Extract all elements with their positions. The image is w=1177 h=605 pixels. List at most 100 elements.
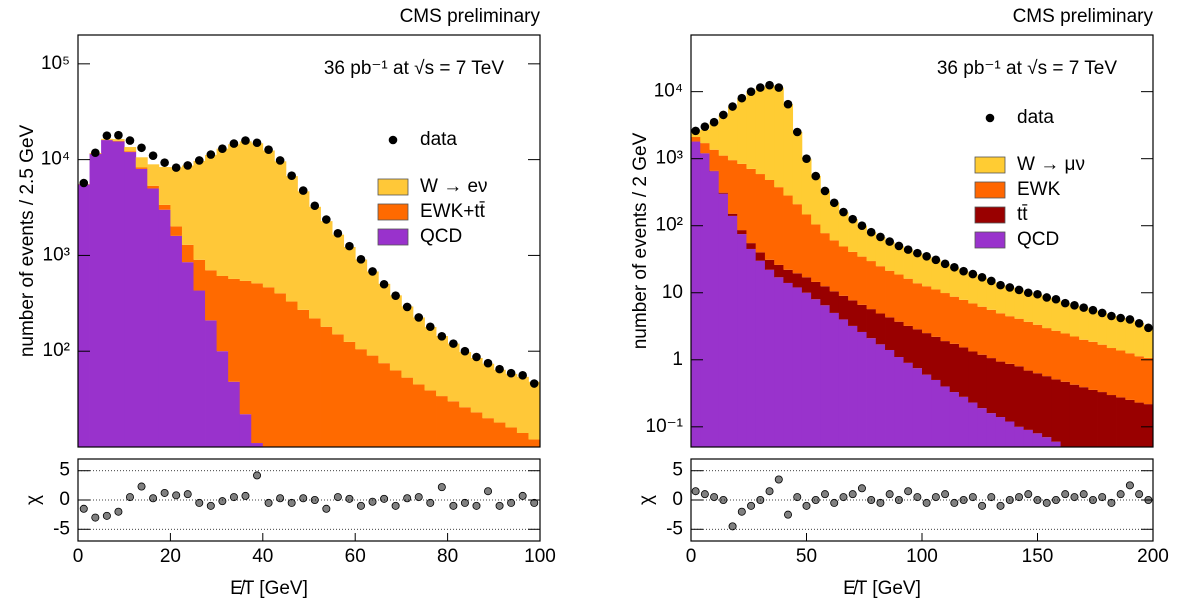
pull-point xyxy=(700,490,709,499)
histogram-bar xyxy=(764,269,775,447)
histogram-bar xyxy=(940,386,951,447)
pull-point xyxy=(876,498,885,507)
histogram-bar xyxy=(894,321,904,358)
x-tick-label: 60 xyxy=(345,546,366,567)
histogram-bar xyxy=(774,277,784,447)
histogram-bar xyxy=(158,209,171,447)
x-tick-label: 40 xyxy=(252,546,273,567)
data-point xyxy=(506,368,516,378)
histogram-bar xyxy=(170,235,183,447)
histogram-bar xyxy=(968,351,978,403)
data-point xyxy=(691,126,700,136)
histogram-bar xyxy=(193,160,206,260)
histogram-bar xyxy=(274,161,287,294)
histogram-bar xyxy=(857,256,867,305)
histogram-bar xyxy=(949,267,960,297)
data-point xyxy=(857,221,867,231)
data-point xyxy=(756,83,765,92)
data-point xyxy=(774,83,784,92)
pull-point xyxy=(195,498,204,507)
pull-point xyxy=(183,490,192,499)
data-point xyxy=(792,127,802,137)
data-point xyxy=(183,161,193,170)
data-point xyxy=(885,237,894,246)
data-point xyxy=(148,151,158,160)
histogram-bar xyxy=(792,204,803,274)
histogram-bar xyxy=(764,179,775,260)
data-point xyxy=(194,156,204,165)
histogram-bar xyxy=(709,171,720,447)
data-point xyxy=(102,131,112,140)
data-point xyxy=(1097,308,1107,318)
histogram-bar xyxy=(447,401,460,447)
histogram-bar xyxy=(274,447,286,514)
histogram-bar xyxy=(124,147,137,152)
histogram-bar xyxy=(718,114,729,156)
data-point xyxy=(160,158,169,167)
histogram-bar xyxy=(792,131,803,205)
histogram-bar xyxy=(1079,307,1089,340)
histogram-bar xyxy=(958,396,969,447)
pull-point xyxy=(172,491,181,500)
histogram-bar xyxy=(1088,341,1098,390)
histogram-bar xyxy=(401,377,414,447)
histogram-bar xyxy=(1144,447,1154,477)
x-tick-label: 150 xyxy=(1022,546,1054,567)
data-point xyxy=(737,93,747,103)
histogram-bar xyxy=(135,167,148,169)
histogram-bar xyxy=(838,246,849,296)
plot-frame xyxy=(77,34,541,448)
histogram-bar xyxy=(332,334,345,447)
histogram-bar xyxy=(78,184,90,447)
histogram-bar xyxy=(764,259,775,270)
pull-point xyxy=(811,495,820,504)
histogram-bar xyxy=(1060,381,1071,447)
histogram-bar xyxy=(1079,447,1089,453)
data-point xyxy=(811,171,821,181)
y-tick-label: 5 xyxy=(59,460,70,481)
histogram-bar xyxy=(1042,437,1052,447)
legend-label: tt̄ xyxy=(1017,204,1028,225)
pull-point xyxy=(218,497,227,506)
histogram-bar xyxy=(885,241,895,271)
histogram-bar xyxy=(829,202,840,241)
legend-swatch xyxy=(974,181,1006,199)
histogram-bar xyxy=(228,144,241,279)
histogram-bar xyxy=(1005,421,1015,447)
data-point xyxy=(1023,288,1033,298)
data-point xyxy=(368,267,377,276)
histogram-bar xyxy=(700,153,710,447)
histogram-bar xyxy=(894,357,904,447)
histogram-bar xyxy=(848,325,858,447)
histogram-bar xyxy=(158,167,171,205)
pull-point xyxy=(802,501,811,510)
x-tick-label: 0 xyxy=(686,546,697,567)
histogram-bar xyxy=(995,285,1006,314)
histogram-bar xyxy=(1060,303,1071,334)
pull-point xyxy=(913,493,922,502)
histogram-bar xyxy=(378,283,391,364)
pull-point xyxy=(241,491,250,500)
data-point xyxy=(848,214,857,224)
x-axis-label: E̸T [GeV] xyxy=(843,578,921,599)
histogram-bar xyxy=(1014,366,1025,427)
histogram-bar xyxy=(866,338,877,447)
histogram-bar xyxy=(112,141,125,447)
pull-point xyxy=(507,498,516,507)
histogram-bar xyxy=(922,374,932,447)
histogram-bar xyxy=(1023,321,1034,371)
legend-label: data xyxy=(1017,107,1054,128)
data-point xyxy=(1014,285,1024,295)
histogram-bar xyxy=(838,212,849,247)
histogram-bar xyxy=(1032,433,1043,447)
histogram-bar xyxy=(239,280,252,415)
histogram-bar xyxy=(737,163,747,231)
histogram-bar xyxy=(447,343,460,402)
data-point xyxy=(529,379,539,388)
histogram-bar xyxy=(401,306,414,378)
histogram-bar xyxy=(691,141,701,447)
pull-point xyxy=(484,487,493,496)
histogram-bar xyxy=(1106,348,1117,396)
histogram-bar xyxy=(181,244,194,263)
histogram-bar xyxy=(746,91,757,169)
